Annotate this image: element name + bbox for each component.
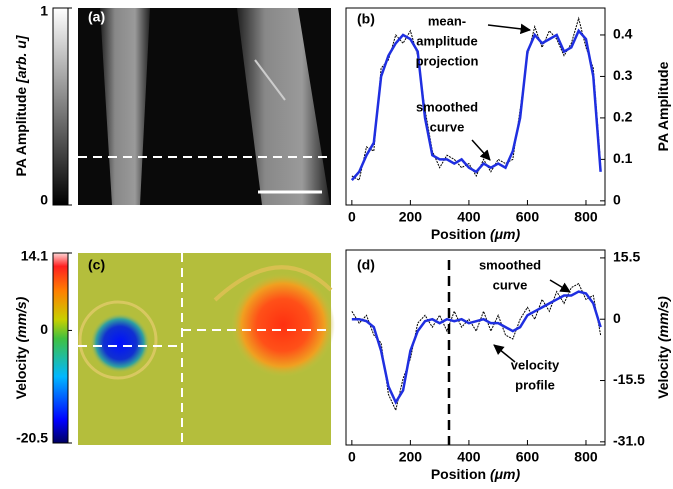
panel-label: (c): [88, 257, 105, 273]
colorbar-label: PA Amplitude [arb. u]: [13, 34, 29, 176]
unit: (mm/s): [13, 296, 29, 342]
y-tick-label: 15.5: [613, 249, 640, 265]
label: Velocity: [13, 343, 29, 400]
annotation: curve: [430, 119, 465, 134]
unit: (μm): [490, 466, 521, 482]
y-tick-label: 0: [613, 310, 621, 326]
label: Position: [431, 226, 490, 242]
label: Position: [431, 466, 490, 482]
panel-label: (a): [88, 9, 105, 25]
series-line: [350, 28, 602, 181]
x-tick-label: 400: [457, 209, 481, 225]
image-c: [52, 252, 335, 445]
colorbar-tick-label: 0: [40, 321, 48, 337]
plot-frame: [345, 249, 606, 446]
y-tick-label: 0.2: [613, 109, 633, 125]
unit: (μm): [490, 226, 521, 242]
annotation: mean-: [428, 13, 466, 28]
y-tick-label: -15.5: [613, 371, 645, 387]
y-tick-label: 0.1: [613, 150, 633, 166]
x-tick-label: 200: [399, 209, 423, 225]
annotation: profile: [515, 377, 555, 392]
x-tick-label: 0: [348, 449, 356, 465]
image-a: [52, 7, 331, 206]
unit: (mm/s): [655, 296, 671, 342]
x-axis-label: Position (μm): [431, 226, 521, 242]
annotation: smoothed: [416, 99, 478, 114]
annotation: projection: [416, 53, 479, 68]
colorbar-tick-label: 0: [40, 192, 48, 208]
panel-label: (d): [357, 257, 375, 273]
colorbar-tick-label: 1: [40, 3, 48, 19]
series-line: [351, 16, 602, 181]
label: Velocity: [655, 342, 671, 399]
unit: [arb. u]: [13, 34, 29, 84]
annotation: amplitude: [416, 33, 477, 48]
x-tick-label: 0: [348, 209, 356, 225]
series-line: [351, 282, 602, 412]
label: PA Amplitude: [13, 83, 29, 177]
series-line: [351, 290, 602, 405]
x-tick-label: 400: [457, 449, 481, 465]
y-tick-label: -31.0: [613, 433, 645, 449]
label: PA Amplitude: [655, 61, 671, 151]
panel-label: (b): [357, 11, 375, 27]
y-axis-label: PA Amplitude: [655, 61, 671, 151]
colorbar-label: Velocity (mm/s): [13, 296, 29, 399]
x-tick-label: 800: [574, 209, 598, 225]
plot-frame: [345, 7, 606, 206]
y-axis-label: Velocity (mm/s): [655, 296, 671, 399]
annotation: velocity: [511, 357, 560, 372]
y-tick-label: 0.3: [613, 67, 633, 83]
x-tick-label: 600: [516, 449, 540, 465]
x-axis-label: Position (μm): [431, 466, 521, 482]
annotation: curve: [493, 277, 528, 292]
y-tick-label: 0: [613, 192, 621, 208]
colorbar-tick-label: -20.5: [16, 430, 48, 446]
x-tick-label: 600: [516, 209, 540, 225]
x-tick-label: 200: [399, 449, 423, 465]
annotation: smoothed: [479, 257, 541, 272]
colorbar-tick-label: 14.1: [21, 248, 48, 264]
x-tick-label: 800: [574, 449, 598, 465]
y-tick-label: 0.4: [613, 26, 633, 42]
